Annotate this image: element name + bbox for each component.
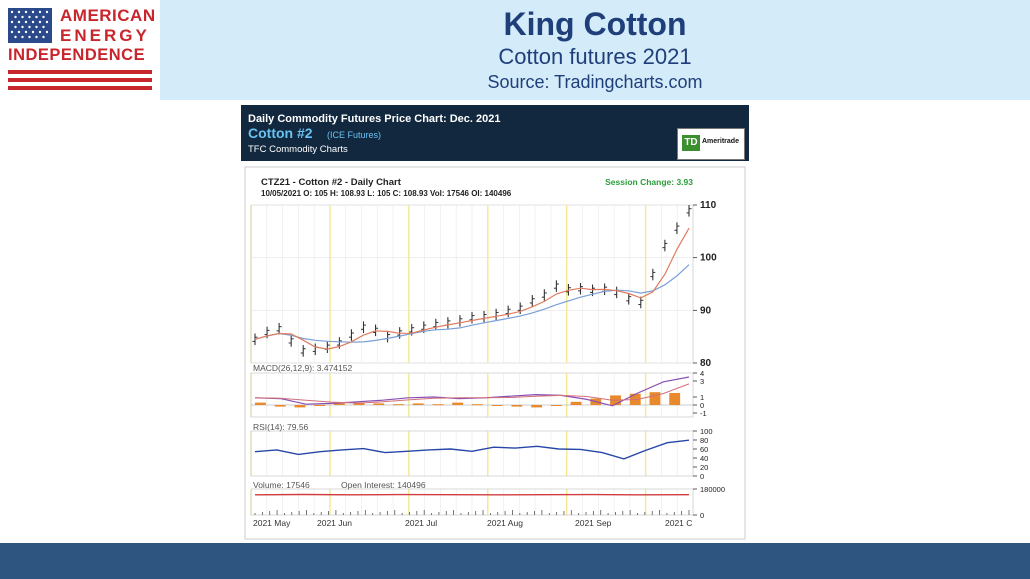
macd-histogram-bar (669, 393, 681, 405)
macd-histogram-bar (333, 403, 345, 405)
slide-source: Source: Tradingcharts.com (487, 72, 703, 92)
provider-label: TFC Commodity Charts (248, 144, 348, 155)
macd-histogram-bar (255, 402, 266, 405)
macd-histogram-bar (649, 392, 661, 405)
macd-axis-tick-label: -1 (700, 409, 707, 418)
macd-axis-tick-label: 0 (700, 401, 704, 410)
logo-stripe (8, 70, 152, 74)
td-logo-text: Ameritrade (702, 138, 739, 145)
exchange-label: (ICE Futures) (327, 130, 381, 140)
panel-border (250, 430, 694, 477)
volume-panel (254, 493, 690, 515)
macd-signal-line (254, 383, 690, 404)
panel-border (250, 372, 694, 418)
macd-histogram-bar (412, 403, 424, 405)
volume-axis-tick-label: 0 (700, 511, 704, 520)
macd-histogram-bar (472, 404, 483, 406)
price-axis-tick-label: 80 (700, 358, 712, 369)
macd-panel (251, 376, 693, 408)
rsi-axis-tick-label: 40 (700, 454, 708, 463)
chart-summary-line: 10/05/2021 O: 105 H: 108.93 L: 105 C: 10… (261, 189, 512, 198)
macd-histogram-bar (393, 404, 404, 406)
macd-histogram-bar (314, 405, 326, 406)
chart-body-border (244, 166, 746, 540)
macd-histogram-bar (452, 402, 464, 405)
price-panel (251, 204, 693, 364)
macd-label: MACD(26,12,9): 3.474152 (253, 363, 352, 373)
header-band (0, 0, 1030, 100)
macd-histogram-bar (373, 403, 385, 405)
x-axis-label: 2021 Sep (575, 518, 612, 528)
slide-subtitle: Cotton futures 2021 (498, 44, 692, 69)
td-logo-mark: TD (682, 135, 700, 151)
macd-histogram-bar (511, 405, 523, 407)
macd-histogram-bar (491, 405, 503, 406)
rsi-axis-tick-label: 100 (700, 427, 713, 436)
us-flag-icon (8, 8, 52, 43)
logo-stripe (8, 78, 152, 82)
macd-histogram-bar (294, 405, 306, 408)
rsi-axis-tick-label: 80 (700, 436, 708, 445)
x-axis-label: 2021 Jul (405, 518, 437, 528)
macd-axis-tick-label: 4 (700, 369, 704, 378)
macd-histogram-bar (570, 401, 582, 405)
rsi-label: RSI(14): 79.56 (253, 422, 309, 432)
x-axis-label: 2021 Aug (487, 518, 523, 528)
price-axis-tick-label: 100 (700, 253, 717, 264)
macd-histogram-bar (432, 404, 444, 406)
logo-line-independence: INDEPENDENCE (8, 46, 146, 64)
slide-title: King Cotton (503, 6, 687, 42)
brand-logo: AMERICAN ENERGY INDEPENDENCE (0, 0, 160, 100)
open-interest-label: Open Interest: 140496 (341, 480, 426, 490)
session-change: Session Change: 3.93 (605, 177, 693, 187)
logo-stripe (8, 86, 152, 90)
x-axis-label: 2021 May (253, 518, 291, 528)
panel-border (250, 488, 694, 516)
chart-image-frame: Daily Commodity Futures Price Chart: Dec… (241, 105, 749, 541)
volume-label: Volume: 17546 (253, 480, 310, 490)
chart-header-band (241, 105, 749, 161)
td-ameritrade-logo: TD Ameritrade (677, 128, 745, 160)
ma-short-line (254, 227, 690, 350)
price-axis-tick-label: 110 (700, 200, 717, 211)
macd-histogram-bar (353, 402, 365, 405)
chart-title: CTZ21 - Cotton #2 - Daily Chart (261, 177, 402, 188)
contract-name: Cotton #2 (248, 125, 313, 141)
rsi-panel (254, 439, 690, 460)
macd-axis-tick-label: 1 (700, 393, 704, 402)
rsi-axis-tick-label: 0 (700, 472, 704, 481)
price-axis-tick-label: 90 (700, 305, 712, 316)
axis-labels: 11010090804310-110080604020018000002021 … (253, 200, 725, 528)
logo-line-american: AMERICAN (60, 6, 156, 25)
rsi-line (254, 439, 690, 460)
x-axis-label: 2021 C (665, 518, 692, 528)
chart-svg: Daily Commodity Futures Price Chart: Dec… (241, 105, 749, 540)
macd-histogram-bar (531, 405, 543, 408)
rsi-axis-tick-label: 60 (700, 445, 708, 454)
logo-line-energy: ENERGY (60, 26, 150, 45)
footer-band (0, 543, 1030, 579)
rsi-axis-tick-label: 20 (700, 463, 708, 472)
macd-histogram-bar (550, 405, 562, 406)
chart-header-title: Daily Commodity Futures Price Chart: Dec… (248, 113, 500, 125)
macd-histogram-bar (274, 405, 286, 407)
volume-axis-tick-label: 180000 (700, 485, 725, 494)
macd-axis-tick-label: 3 (700, 377, 704, 386)
x-axis-label: 2021 Jun (317, 518, 352, 528)
